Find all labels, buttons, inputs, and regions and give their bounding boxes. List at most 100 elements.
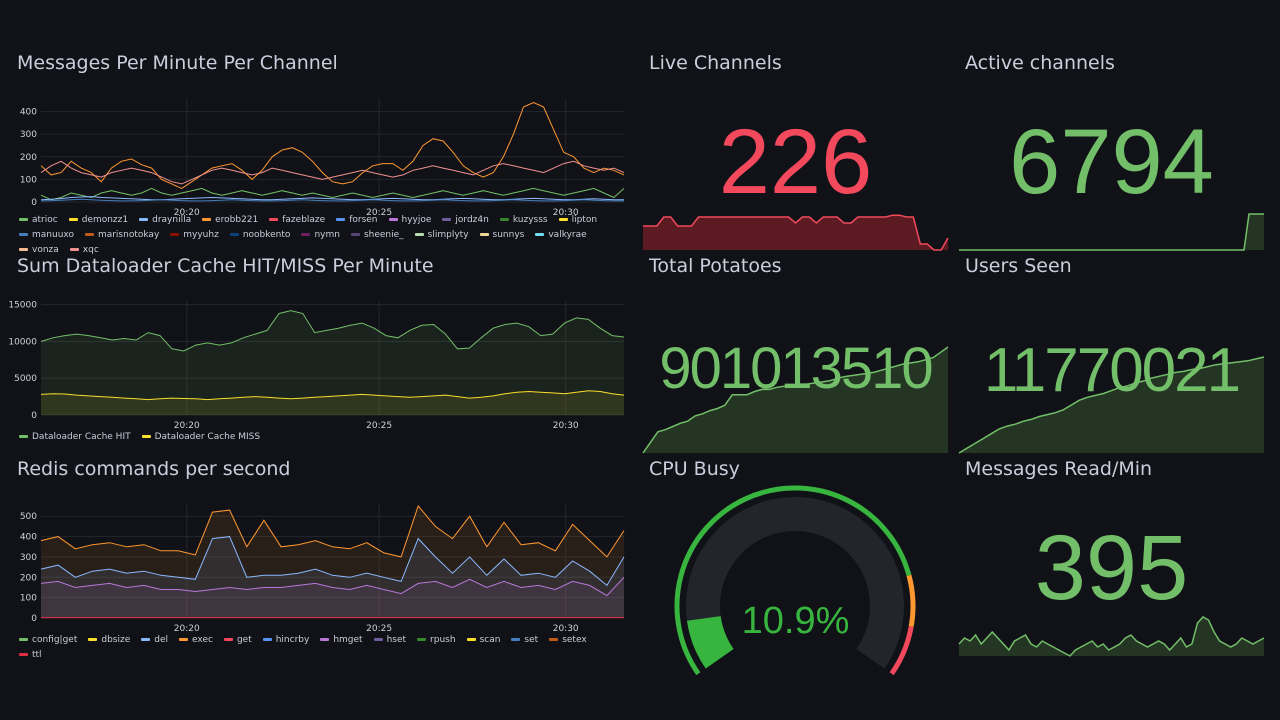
y-tick-label: 300 (20, 553, 37, 563)
legend-swatch (269, 218, 279, 221)
panel-title: Active channels (965, 52, 1115, 74)
legend-item[interactable]: set (511, 633, 538, 648)
legend-item[interactable]: hincrby (262, 633, 309, 648)
sparkline-line (958, 356, 1265, 454)
legend-item[interactable]: manuuxo (19, 228, 74, 243)
legend-swatch (417, 638, 427, 641)
legend-item[interactable]: atrioc (19, 213, 58, 228)
legend-item[interactable]: config|get (19, 633, 77, 648)
gauge-threshold-red (889, 626, 914, 676)
series-area-Dataloader Cache HIT (41, 310, 624, 415)
legend-item[interactable]: exec (179, 633, 213, 648)
legend-swatch (262, 638, 272, 641)
series-line-atrioc (40, 187, 625, 201)
series-area-Dataloader Cache MISS (41, 390, 624, 415)
legend-item[interactable]: setex (549, 633, 587, 648)
sparkline-area (959, 617, 1264, 656)
legend-item[interactable]: vonza (19, 243, 59, 258)
legend-label: vonza (32, 245, 59, 255)
legend-item[interactable]: demonzz1 (68, 213, 128, 228)
legend-item[interactable]: scan (466, 633, 500, 648)
legend-label: Dataloader Cache MISS (154, 432, 261, 442)
legend-label: forsen (349, 215, 378, 225)
x-tick-label: 20:30 (553, 421, 579, 431)
legend-item[interactable]: xqc (69, 243, 99, 258)
legend-item[interactable]: Dataloader Cache MISS (141, 430, 261, 445)
legend-item[interactable]: nymn (301, 228, 340, 243)
gauge-threshold-orange (906, 574, 916, 627)
series-area-hmget (41, 577, 624, 618)
legend-item[interactable]: hyyjoe (388, 213, 432, 228)
active-channels-sparkline (959, 213, 1264, 251)
legend-item[interactable]: rpush (417, 633, 456, 648)
legend-item[interactable]: jordz4n (442, 213, 489, 228)
legend-label: draynilla (152, 215, 192, 225)
series-line-total (40, 504, 625, 558)
legend-item[interactable]: sunnys (479, 228, 525, 243)
y-tick-label: 100 (20, 175, 37, 185)
legend-swatch (373, 638, 383, 641)
legend-label: jordz4n (455, 215, 489, 225)
legend-item[interactable]: myyuhz (170, 228, 219, 243)
legend-label: rpush (430, 635, 456, 645)
legend-item[interactable]: dbsize (88, 633, 130, 648)
panel-title: Redis commands per second (17, 458, 291, 480)
panel-messages-per-minute: Messages Per Minute Per Channel 0 100 200 3… (17, 52, 632, 255)
sparkline-area (643, 215, 948, 250)
x-tick-label: 20:25 (366, 624, 392, 634)
y-tick-label: 10000 (8, 337, 37, 347)
legend-swatch (68, 218, 78, 221)
legend-item[interactable]: slimplyty (414, 228, 469, 243)
legend-item[interactable]: Dataloader Cache HIT (19, 430, 131, 445)
panel-title: Messages Per Minute Per Channel (17, 52, 338, 74)
legend-label: sunnys (492, 230, 525, 240)
legend-swatch (535, 233, 545, 236)
legend-item[interactable]: noobkento (229, 228, 291, 243)
legend-label: noobkento (242, 230, 291, 240)
legend-swatch (19, 218, 28, 221)
legend-swatch (179, 638, 189, 641)
panel-active-channels: Active channels 6794 (959, 52, 1264, 251)
legend-swatch (170, 233, 180, 236)
legend-item[interactable]: hset (373, 633, 406, 648)
legend-item[interactable]: kuzysss (499, 213, 548, 228)
series-line-Dataloader Cache HIT (40, 310, 625, 352)
sparkline-area (959, 214, 1264, 250)
legend-item[interactable]: marisnotokay (84, 228, 159, 243)
legend-item[interactable]: sheenie_ (350, 228, 404, 243)
legend-label: sheenie_ (363, 230, 404, 240)
legend-swatch (19, 248, 28, 251)
legend-label: dbsize (101, 635, 131, 645)
legend-item[interactable]: hmget (320, 633, 363, 648)
legend-item[interactable]: get (223, 633, 252, 648)
legend-label: valkyrae (548, 230, 587, 240)
legend-label: hyyjoe (401, 215, 432, 225)
legend-label: nymn (314, 230, 340, 240)
legend-label: get (236, 635, 252, 645)
panel-title: Total Potatoes (649, 255, 782, 277)
panel-cpu-busy: CPU Busy 10.9% (643, 458, 948, 676)
legend-label: manuuxo (32, 230, 74, 240)
legend-item[interactable]: forsen (336, 213, 378, 228)
panel-title: Messages Read/Min (965, 458, 1153, 480)
messages-legend: atrioc demonzz1 draynilla erobb221 fazeblaze… (19, 213, 619, 258)
total-potatoes-sparkline (642, 346, 949, 454)
legend-label: xqc (82, 245, 99, 255)
legend-item[interactable]: lipton (558, 213, 597, 228)
legend-swatch (301, 233, 311, 236)
dataloader-chart: 0 5000 10000 15000 20:20 20:25 20:30 (8, 301, 625, 431)
stat-value: 226 (718, 111, 873, 213)
series-line-erobb221 (40, 101, 625, 189)
legend-swatch (388, 218, 398, 221)
legend-item[interactable]: draynilla (139, 213, 191, 228)
legend-item[interactable]: del (141, 633, 168, 648)
legend-item[interactable]: fazeblaze (269, 213, 325, 228)
y-tick-label: 5000 (14, 374, 37, 384)
panel-title: Sum Dataloader Cache HIT/MISS Per Minute (17, 255, 434, 277)
legend-item[interactable]: ttl (19, 648, 42, 663)
messages-chart: 0 100 200 300 400 20:20 20:25 20:30 (20, 98, 625, 218)
series-line-hmget (40, 576, 625, 597)
legend-item[interactable]: erobb221 (202, 213, 258, 228)
stat-value: 901013510 (659, 336, 933, 401)
legend-item[interactable]: valkyrae (535, 228, 587, 243)
